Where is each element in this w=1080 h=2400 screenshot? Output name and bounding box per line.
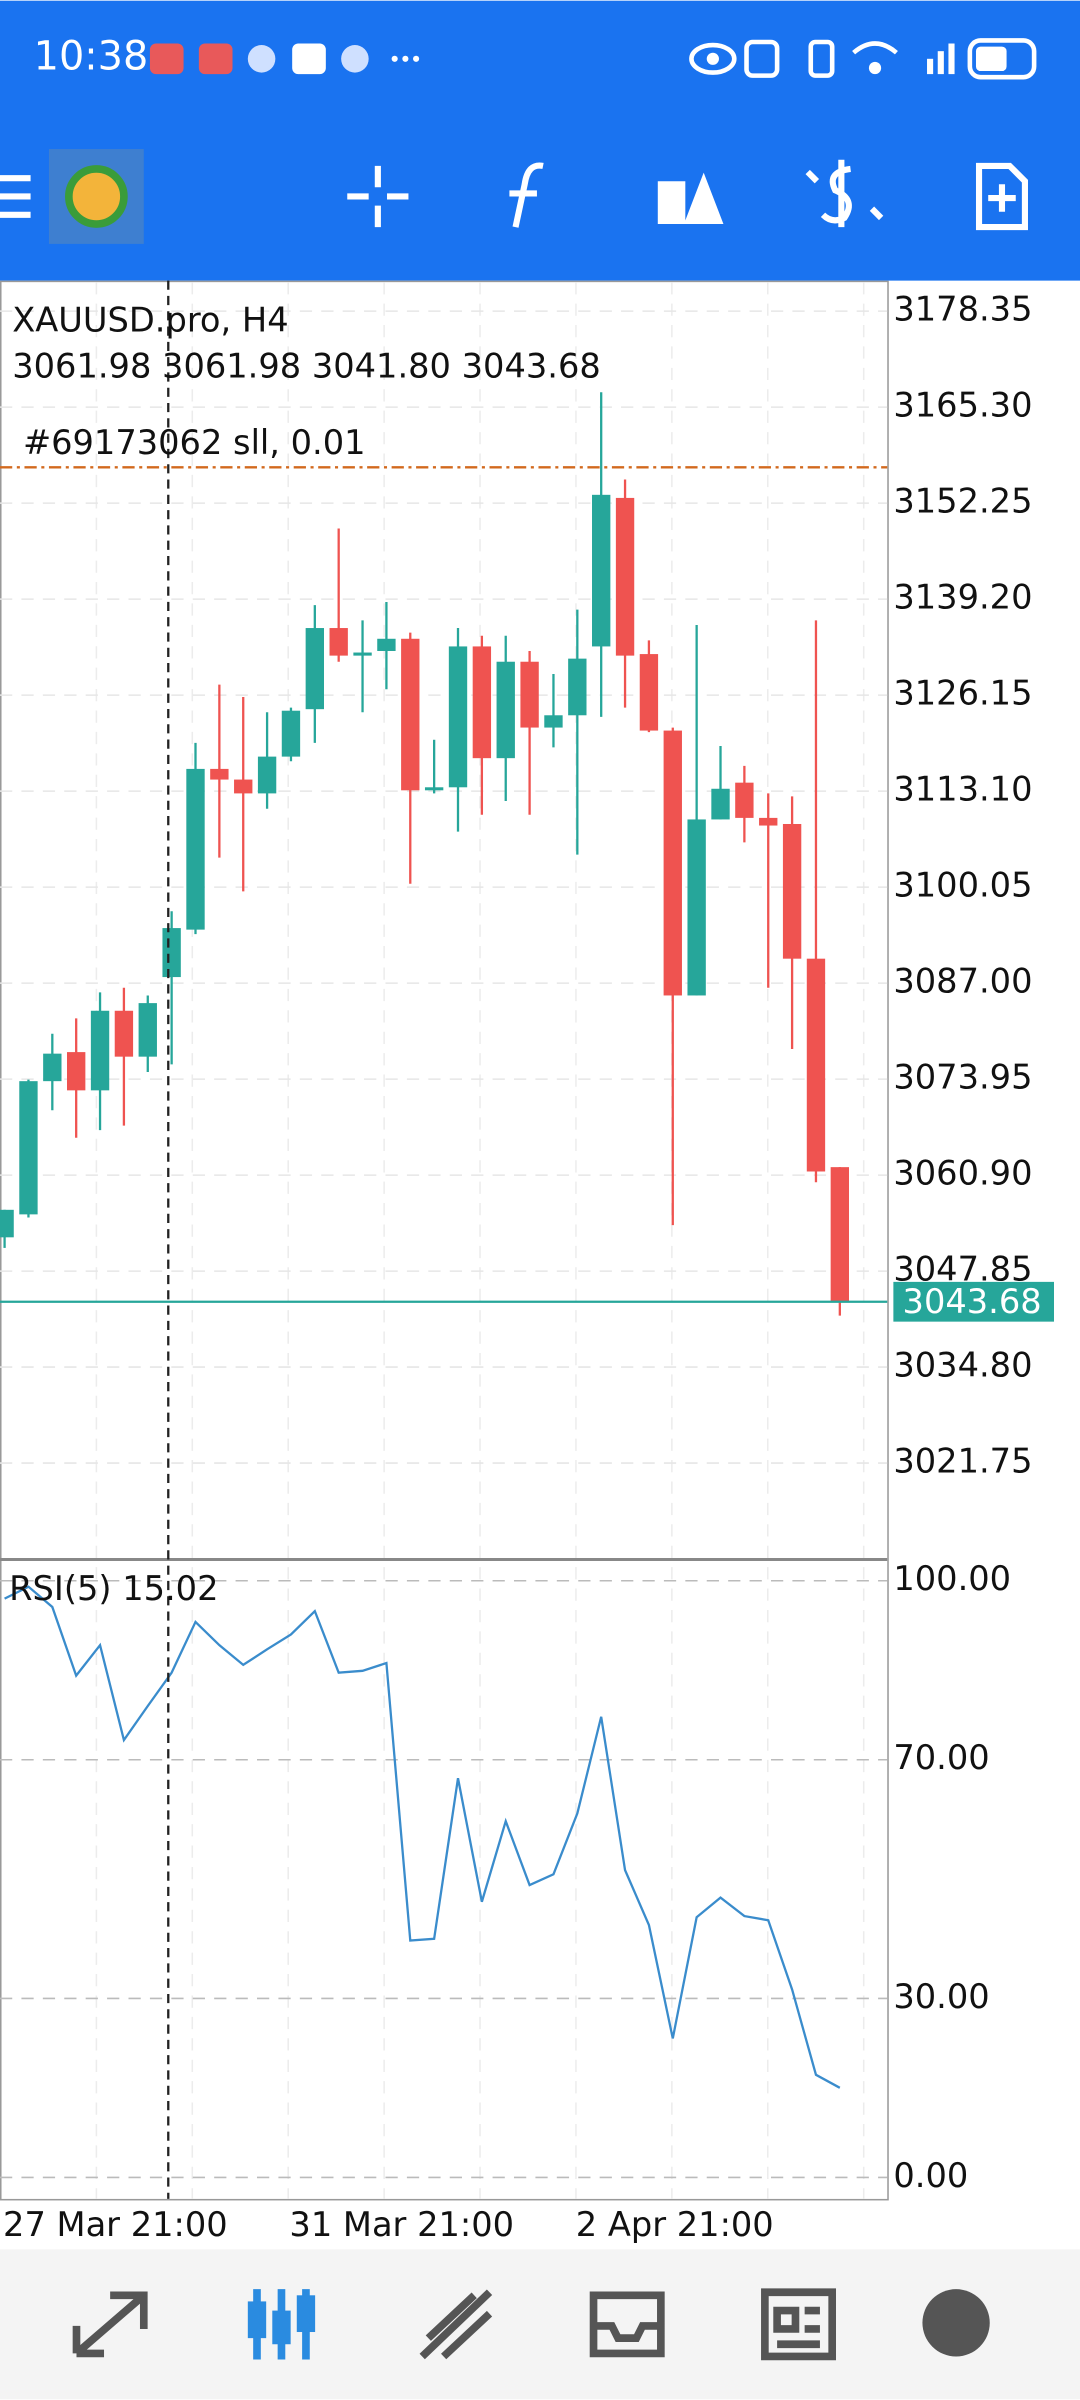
candle-body bbox=[19, 1081, 38, 1215]
rsi-value: 15.02 bbox=[122, 1569, 218, 1608]
status-time: 10:38 bbox=[34, 33, 149, 79]
settings-icon[interactable] bbox=[922, 2289, 990, 2357]
candle-body bbox=[114, 1010, 134, 1057]
candle-body bbox=[305, 628, 324, 710]
candle-body bbox=[520, 661, 539, 728]
y-tick-label: 30.00 bbox=[893, 1977, 989, 2016]
y-tick-label: 3034.80 bbox=[893, 1346, 1032, 1385]
candle-body bbox=[424, 787, 444, 791]
x-tick-label: 31 Mar 21:00 bbox=[289, 2205, 514, 2244]
candle-body bbox=[830, 1167, 850, 1302]
candle-body bbox=[496, 661, 515, 759]
candle-body bbox=[568, 658, 587, 716]
candle-body bbox=[663, 730, 682, 996]
candle-body bbox=[257, 756, 277, 794]
status-icons bbox=[149, 38, 1037, 80]
candle-body bbox=[281, 710, 301, 757]
candle-body bbox=[186, 768, 205, 930]
candle-body bbox=[234, 779, 253, 794]
order-label: #69173062 sll, 0.01 bbox=[23, 423, 366, 462]
candle-body bbox=[329, 628, 348, 656]
candle-body bbox=[43, 1053, 62, 1082]
candle-body bbox=[67, 1052, 86, 1091]
trade-nav-icon[interactable] bbox=[419, 2289, 493, 2360]
y-tick-label: 3087.00 bbox=[893, 962, 1032, 1001]
candle-body bbox=[711, 788, 730, 820]
x-tick-label: 27 Mar 21:00 bbox=[3, 2205, 228, 2244]
candle-body bbox=[210, 768, 229, 780]
candle-body bbox=[138, 1003, 157, 1057]
bottom-nav bbox=[0, 2249, 1080, 2400]
candle-body bbox=[162, 928, 181, 978]
y-tick-label: 3073.95 bbox=[893, 1058, 1032, 1097]
candle-body bbox=[544, 715, 563, 728]
candle-body bbox=[639, 654, 659, 731]
rsi-line bbox=[4, 1585, 841, 2089]
candle-body bbox=[448, 646, 468, 788]
y-tick-label: 0.00 bbox=[893, 2156, 968, 2195]
x-tick-label: 2 Apr 21:00 bbox=[576, 2205, 774, 2244]
candle-body bbox=[592, 494, 611, 647]
history-icon[interactable] bbox=[589, 2291, 665, 2358]
y-tick-label: 3178.35 bbox=[893, 290, 1032, 329]
new-order-icon[interactable] bbox=[975, 162, 1028, 231]
candle-body bbox=[90, 1010, 110, 1091]
ohlc-text: 3061.98 3061.98 3041.80 3043.68 bbox=[12, 346, 601, 385]
candle-body bbox=[735, 782, 754, 818]
quotes-icon[interactable] bbox=[72, 2291, 148, 2358]
nav-icons bbox=[72, 2288, 990, 2361]
news-icon[interactable] bbox=[761, 2288, 837, 2361]
y-tick-label: 3113.10 bbox=[893, 770, 1032, 809]
y-tick-label: 3021.75 bbox=[893, 1442, 1032, 1481]
candle-body bbox=[353, 652, 372, 656]
candle-body bbox=[806, 958, 826, 1172]
candle-body bbox=[687, 819, 706, 996]
y-tick-label: 70.00 bbox=[893, 1738, 989, 1777]
y-tick-label: 100.00 bbox=[893, 1559, 1011, 1598]
objects-icon[interactable] bbox=[657, 172, 724, 225]
symbol-title: XAUUSD.pro, H4 bbox=[12, 300, 288, 339]
candle-body bbox=[0, 1209, 14, 1238]
y-tick-label: 3139.20 bbox=[893, 578, 1032, 617]
top-bar bbox=[0, 0, 1080, 281]
candle-body bbox=[377, 638, 396, 651]
indicator-icon[interactable] bbox=[509, 162, 544, 228]
chart-frame bbox=[0, 280, 889, 2201]
candle-body bbox=[472, 646, 492, 759]
last-price-box bbox=[893, 1281, 1054, 1322]
y-tick-label: 3152.25 bbox=[893, 482, 1032, 521]
rsi-title: RSI(5) bbox=[9, 1569, 111, 1608]
candle-body bbox=[615, 497, 635, 656]
candle-body bbox=[401, 638, 420, 791]
candle-body bbox=[782, 823, 802, 959]
trade-icon[interactable] bbox=[805, 159, 884, 228]
crosshair-icon[interactable] bbox=[347, 165, 409, 228]
y-tick-label: 3100.05 bbox=[893, 866, 1032, 905]
candle-body bbox=[759, 817, 778, 826]
rsi-label: RSI(5) 15.02 bbox=[9, 1569, 218, 1608]
y-tick-label: 3060.90 bbox=[893, 1154, 1032, 1193]
menu-icon[interactable] bbox=[0, 175, 31, 218]
y-tick-label: 3165.30 bbox=[893, 386, 1032, 425]
toolbar-icons bbox=[0, 149, 1028, 244]
y-tick-label: 3126.15 bbox=[893, 674, 1032, 713]
last-price-label: 3043.68 bbox=[903, 1282, 1042, 1321]
